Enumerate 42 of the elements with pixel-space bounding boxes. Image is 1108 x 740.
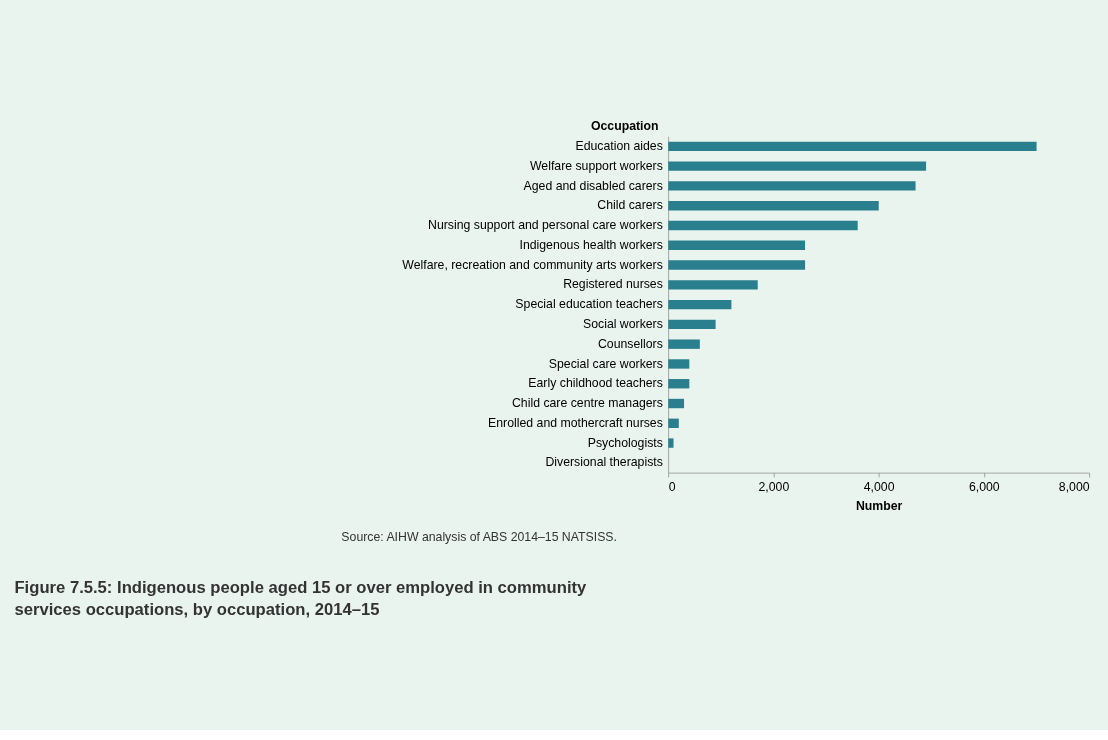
bar	[668, 398, 685, 409]
x-tick-label: 4,000	[863, 480, 895, 495]
bar	[668, 260, 806, 270]
y-tick-label: Enrolled and mothercraft nurses	[488, 415, 663, 430]
y-tick-label: Welfare, recreation and community arts workers	[402, 257, 663, 272]
y-tick-label: Nursing support and personal care workers	[428, 218, 663, 233]
bar	[668, 201, 879, 211]
y-tick-label: Aged and disabled carers	[523, 178, 663, 193]
y-tick-label: Psychologists	[587, 435, 663, 450]
y-tick-label: Welfare support workers	[529, 158, 663, 173]
bar	[668, 299, 732, 310]
y-tick-label: Social workers	[582, 317, 663, 332]
x-axis-title: Number	[855, 499, 903, 514]
bar	[668, 379, 690, 389]
y-axis-title: Occupation	[590, 118, 659, 133]
y-tick-label: Indigenous health workers	[519, 237, 663, 252]
y-tick-label: Special education teachers	[515, 297, 663, 312]
bar	[668, 359, 690, 369]
bar	[668, 220, 858, 231]
y-tick-label: Special care workers	[548, 356, 663, 371]
text: Figure 7.5.5: Indigenous people aged 15 or over employed in community services occupations, by occupation, 2014–15	[14, 577, 588, 619]
y-tick-label: Child carers	[597, 198, 663, 213]
y-tick-label: Counsellors	[597, 336, 663, 351]
x-tick-label: 2,000	[758, 480, 790, 495]
bar	[668, 319, 716, 330]
bar	[668, 280, 758, 290]
bar	[668, 339, 700, 349]
y-tick-label: Education aides	[575, 138, 663, 153]
x-tick-label: 6,000	[968, 480, 1000, 495]
y-tick-label: Diversional therapists	[545, 455, 663, 470]
bar	[668, 438, 674, 448]
y-tick-label: Early childhood teachers	[528, 376, 663, 391]
y-tick-label: Registered nurses	[563, 277, 663, 292]
x-tick-label: 8,000	[1058, 480, 1090, 495]
bar	[668, 181, 916, 191]
bar	[668, 141, 1037, 152]
bar	[668, 161, 927, 171]
x-tick-label: 0	[668, 480, 676, 495]
y-tick-label: Child care centre managers	[511, 396, 663, 411]
source-note: Source: AIHW analysis of ABS 2014–15 NATSISS.	[341, 530, 617, 545]
bar	[668, 418, 679, 429]
bar	[668, 240, 806, 250]
